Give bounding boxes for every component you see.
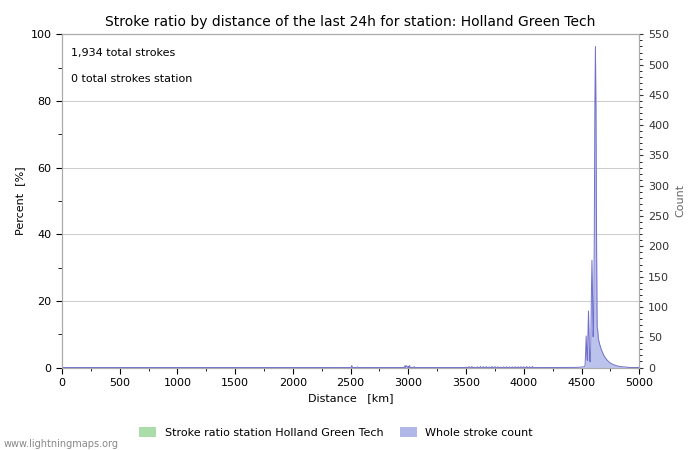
Text: 1,934 total strokes: 1,934 total strokes <box>71 48 175 58</box>
Title: Stroke ratio by distance of the last 24h for station: Holland Green Tech: Stroke ratio by distance of the last 24h… <box>106 15 596 29</box>
Legend: Stroke ratio station Holland Green Tech, Whole stroke count: Stroke ratio station Holland Green Tech,… <box>134 423 538 442</box>
Text: www.lightningmaps.org: www.lightningmaps.org <box>4 439 118 449</box>
Text: 0 total strokes station: 0 total strokes station <box>71 74 192 84</box>
Y-axis label: Count: Count <box>675 184 685 217</box>
Y-axis label: Percent  [%]: Percent [%] <box>15 166 25 235</box>
X-axis label: Distance   [km]: Distance [km] <box>308 393 393 404</box>
